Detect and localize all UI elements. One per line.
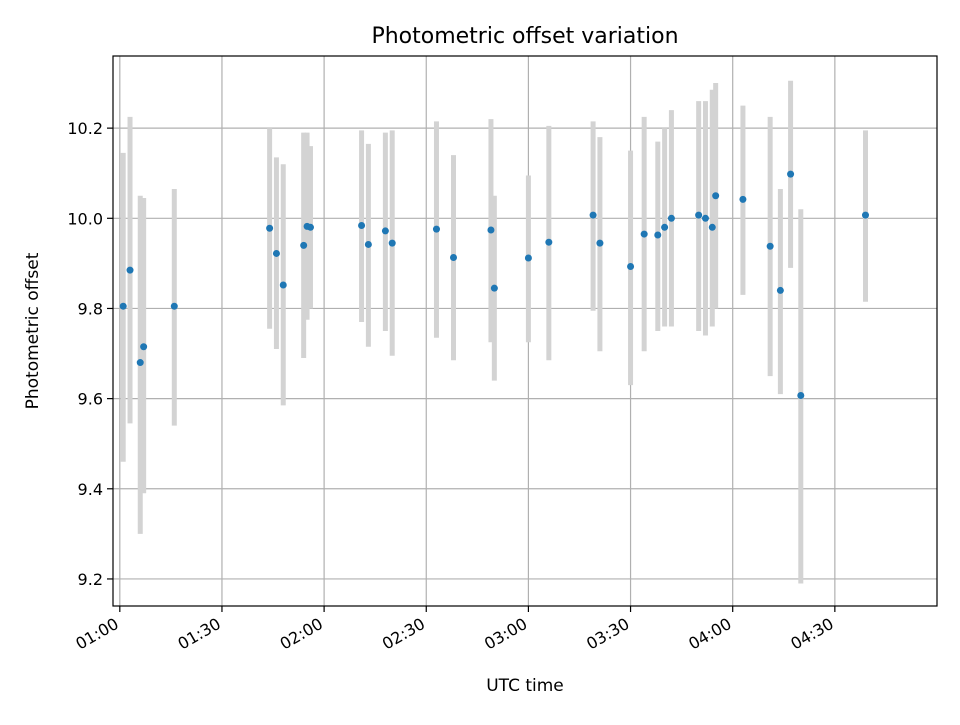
data-point [272, 249, 280, 257]
y-tick-label: 9.2 [78, 570, 103, 589]
data-point [140, 343, 148, 351]
data-point [766, 242, 774, 250]
y-tick-label: 9.4 [78, 480, 103, 499]
plot-area-frame [112, 55, 938, 607]
data-point [306, 223, 314, 231]
data-point [279, 281, 287, 289]
x-tick-label: 02:00 [277, 614, 326, 654]
data-points [119, 170, 869, 399]
x-tick-label: 02:30 [379, 614, 428, 654]
data-point [364, 240, 372, 248]
data-point [701, 214, 709, 222]
data-point [381, 227, 389, 235]
data-point [861, 211, 869, 219]
data-point [797, 391, 805, 399]
data-point [126, 266, 134, 274]
data-point [776, 286, 784, 294]
data-point [589, 211, 597, 219]
data-point [640, 230, 648, 238]
y-tick-label: 10.0 [67, 209, 103, 228]
data-point [661, 223, 669, 231]
x-tick-label: 01:30 [175, 614, 224, 654]
data-point [695, 211, 703, 219]
x-axis-label: UTC time [486, 676, 564, 696]
data-point [490, 284, 498, 292]
data-point [708, 223, 716, 231]
error-bars [120, 80, 868, 584]
y-tick-label: 9.8 [78, 299, 103, 318]
data-point [300, 241, 308, 249]
x-tick-label: 04:00 [685, 614, 734, 654]
data-point [654, 231, 662, 239]
y-axis-ticks: 9.2 9.4 9.6 9.8 10.0 10.2 [67, 119, 113, 589]
data-point [787, 170, 795, 178]
data-point [170, 302, 178, 310]
x-tick-label: 03:00 [481, 614, 530, 654]
x-axis-ticks: 01:00 01:30 02:00 02:30 03:00 03:30 04:00 04:30 [72, 606, 837, 654]
grid [113, 56, 937, 606]
data-point [432, 225, 440, 233]
data-point [712, 192, 720, 200]
x-tick-label: 03:30 [583, 614, 632, 654]
data-point [667, 214, 675, 222]
data-point [487, 226, 495, 234]
x-tick-label: 01:00 [72, 614, 121, 654]
data-point [739, 195, 747, 203]
x-tick-label: 04:30 [787, 614, 836, 654]
data-point [627, 263, 635, 271]
chart-title: Photometric offset variation [371, 24, 678, 49]
data-point [266, 224, 274, 232]
y-tick-label: 10.2 [67, 119, 103, 138]
data-point [596, 239, 604, 247]
data-point [119, 302, 127, 310]
data-point [524, 254, 532, 262]
y-tick-label: 9.6 [78, 390, 103, 409]
data-point [358, 222, 366, 230]
data-point [388, 239, 396, 247]
data-point [545, 238, 553, 246]
y-axis-label: Photometric offset [23, 252, 43, 409]
data-point [449, 254, 457, 262]
data-point [136, 359, 144, 367]
